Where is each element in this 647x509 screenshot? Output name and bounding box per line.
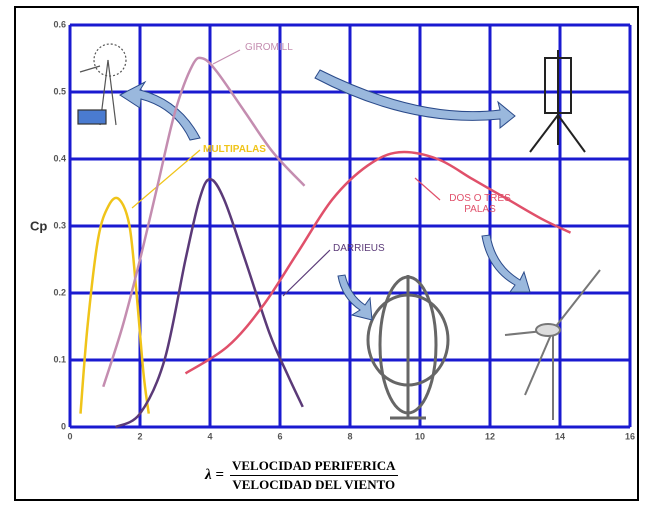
denominator: VELOCIDAD DEL VIENTO <box>232 476 395 493</box>
y-tick-label: 0.4 <box>53 153 66 163</box>
lambda-symbol: λ = <box>205 467 224 484</box>
chart: Cp 0 0.1 0.2 0.3 0.4 0.5 0.6 0 2 4 6 8 10 12 14 16 <box>0 0 647 504</box>
y-tick-label: 0.3 <box>53 220 66 230</box>
y-tick-label: 0 <box>61 421 66 431</box>
y-tick-label: 0.2 <box>53 287 66 297</box>
page: Cp 0 0.1 0.2 0.3 0.4 0.5 0.6 0 2 4 6 8 10 12 14 16 GIRO… <box>0 0 647 504</box>
x-tick-label: 0 <box>67 431 72 441</box>
series-label: GIROMILL <box>245 42 293 53</box>
numerator: VELOCIDAD PERIFERICA <box>230 458 398 476</box>
x-tick-label: 14 <box>555 431 565 441</box>
x-tick-label: 8 <box>347 431 352 441</box>
series-label: DARRIEUS <box>333 243 385 254</box>
series-label: MULTIPALAS <box>203 144 266 155</box>
y-axis-label: Cp <box>30 218 47 233</box>
y-tick-label: 0.6 <box>53 19 66 29</box>
fraction: VELOCIDAD PERIFERICA VELOCIDAD DEL VIENT… <box>230 458 398 493</box>
x-tick-label: 10 <box>415 431 425 441</box>
x-tick-label: 4 <box>207 431 212 441</box>
y-tick-label: 0.1 <box>53 354 66 364</box>
x-tick-label: 16 <box>625 431 635 441</box>
series-label: DOS O TRES PALAS <box>445 193 515 215</box>
x-tick-label: 12 <box>485 431 495 441</box>
x-tick-label: 6 <box>277 431 282 441</box>
x-tick-label: 2 <box>137 431 142 441</box>
x-axis-label: λ = VELOCIDAD PERIFERICA VELOCIDAD DEL V… <box>205 458 398 493</box>
y-tick-label: 0.5 <box>53 86 66 96</box>
